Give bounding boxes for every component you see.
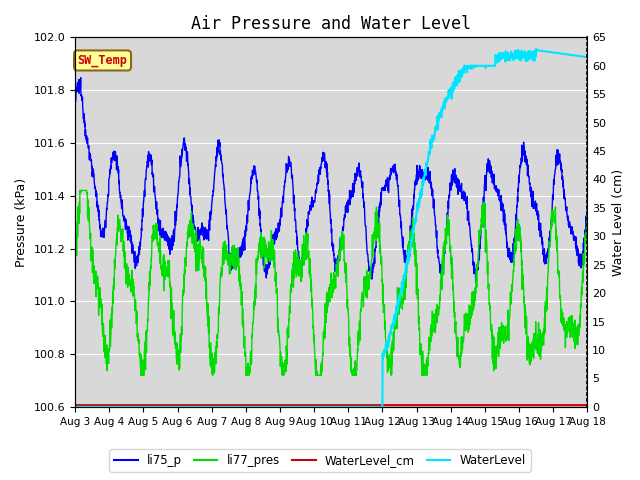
WaterLevel_cm	[568, 402, 576, 408]
li75_p	[77, 75, 84, 81]
li75_p	[71, 103, 79, 108]
WaterLevel	[569, 52, 577, 58]
li75_p	[584, 193, 591, 199]
li77_pres	[76, 188, 84, 193]
WaterLevel	[321, 404, 328, 410]
Line: li75_p: li75_p	[75, 78, 588, 282]
WaterLevel_cm	[584, 402, 591, 408]
li75_p	[569, 232, 577, 238]
li77_pres	[71, 262, 79, 268]
Y-axis label: Water Level (cm): Water Level (cm)	[612, 168, 625, 276]
WaterLevel	[71, 404, 79, 410]
li77_pres	[584, 209, 591, 215]
li75_p	[307, 207, 315, 213]
li75_p	[472, 279, 479, 285]
Line: li77_pres: li77_pres	[75, 191, 588, 375]
li77_pres	[137, 372, 145, 378]
WaterLevel	[584, 54, 591, 60]
WaterLevel	[569, 52, 577, 58]
WaterLevel	[307, 404, 314, 410]
WaterLevel_cm	[97, 402, 105, 408]
WaterLevel	[475, 63, 483, 69]
li77_pres	[569, 320, 577, 326]
WaterLevel	[532, 46, 540, 51]
li75_p	[475, 249, 483, 254]
WaterLevel_cm	[307, 402, 314, 408]
Y-axis label: Pressure (kPa): Pressure (kPa)	[15, 178, 28, 267]
WaterLevel_cm	[475, 402, 483, 408]
li75_p	[569, 228, 577, 234]
Legend: li75_p, li77_pres, WaterLevel_cm, WaterLevel: li75_p, li77_pres, WaterLevel_cm, WaterL…	[109, 449, 531, 472]
WaterLevel_cm	[569, 402, 577, 408]
Text: SW_Temp: SW_Temp	[77, 54, 127, 67]
Title: Air Pressure and Water Level: Air Pressure and Water Level	[191, 15, 471, 33]
WaterLevel_cm	[321, 402, 328, 408]
li77_pres	[307, 276, 315, 282]
li75_p	[321, 150, 328, 156]
li77_pres	[475, 227, 483, 233]
li77_pres	[569, 327, 577, 333]
li77_pres	[97, 300, 105, 306]
li77_pres	[321, 322, 328, 328]
li75_p	[97, 234, 105, 240]
WaterLevel	[97, 404, 105, 410]
WaterLevel_cm	[71, 402, 79, 408]
Line: WaterLevel: WaterLevel	[75, 48, 588, 407]
